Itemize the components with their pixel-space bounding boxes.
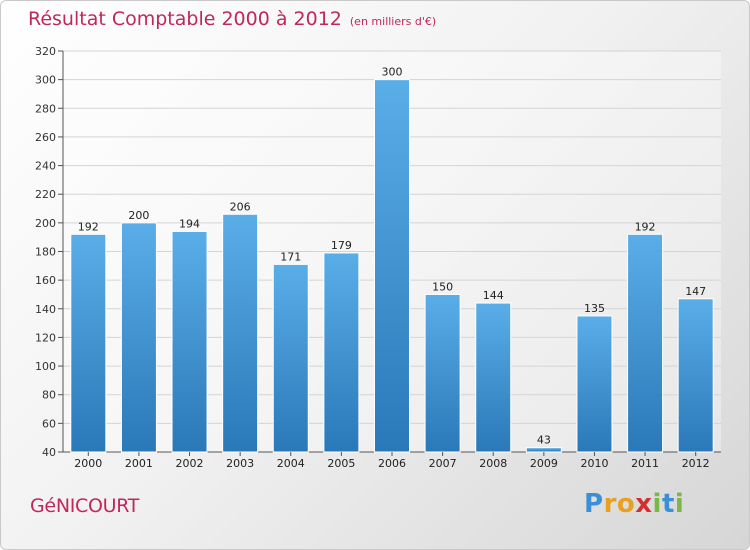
data-label-2009: 43: [537, 434, 551, 447]
y-tick-label: 60: [42, 417, 56, 430]
data-label-2007: 150: [432, 280, 453, 293]
y-tick-label: 320: [35, 45, 56, 58]
bar-2007: [424, 293, 461, 453]
data-label-2011: 192: [635, 220, 656, 233]
y-tick-label: 120: [35, 331, 56, 344]
bar-2004: [272, 263, 309, 453]
logo-letter: i: [674, 489, 685, 519]
data-label-2005: 179: [331, 239, 352, 252]
x-tick-label-2009: 2009: [530, 457, 558, 470]
x-tick-label-2001: 2001: [125, 457, 153, 470]
data-label-2000: 192: [78, 220, 99, 233]
logo-letter: r: [603, 489, 617, 519]
bar-2010: [576, 315, 613, 453]
bar-2006: [374, 79, 410, 453]
place-name: GéNICOURT: [30, 495, 140, 517]
y-tick-label: 100: [35, 360, 56, 373]
x-tick-label-2006: 2006: [378, 457, 406, 470]
y-tick-label: 200: [35, 217, 56, 230]
data-label-2008: 144: [483, 289, 504, 302]
logo-letter: i: [652, 489, 662, 519]
data-label-2006: 300: [382, 66, 403, 79]
y-tick-label: 300: [35, 74, 56, 87]
data-label-2001: 200: [128, 209, 149, 222]
y-tick-label: 160: [35, 274, 56, 287]
data-label-2012: 147: [685, 285, 706, 298]
y-tick-label: 40: [42, 446, 56, 459]
logo-letter: t: [661, 489, 675, 519]
y-tick-label: 180: [35, 246, 56, 259]
bar-2012: [677, 298, 714, 453]
y-tick-label: 80: [42, 389, 56, 402]
chart-title-text: Résultat Comptable 2000 à 2012: [28, 8, 342, 30]
data-label-2004: 171: [280, 250, 301, 263]
bar-2005: [323, 252, 360, 453]
data-label-2002: 194: [179, 217, 200, 230]
x-tick-label-2008: 2008: [479, 457, 507, 470]
bar-2008: [475, 302, 512, 453]
chart-title: Résultat Comptable 2000 à 2012 (en millie…: [28, 8, 436, 30]
logo-letter: P: [584, 489, 604, 519]
x-tick-label-2002: 2002: [176, 457, 204, 470]
bar-2003: [222, 213, 259, 453]
x-tick-label-2000: 2000: [74, 457, 102, 470]
logo-letter: x: [635, 489, 653, 519]
bar-2000: [70, 233, 107, 453]
y-tick-label: 240: [35, 160, 56, 173]
data-label-2003: 206: [230, 200, 251, 213]
y-tick-label: 140: [35, 303, 56, 316]
y-tick-label: 260: [35, 131, 56, 144]
x-tick-label-2011: 2011: [631, 457, 659, 470]
x-tick-label-2004: 2004: [277, 457, 305, 470]
proxiti-logo: Proxiti: [584, 489, 684, 519]
x-tick-label-2010: 2010: [580, 457, 608, 470]
bar-2001: [120, 222, 157, 453]
x-tick-label-2007: 2007: [429, 457, 457, 470]
x-tick-label-2005: 2005: [327, 457, 355, 470]
logo-letter: o: [616, 489, 636, 519]
bar-2011: [627, 233, 664, 453]
x-tick-label-2012: 2012: [682, 457, 710, 470]
bar-2009: [525, 447, 562, 453]
x-tick-label-2003: 2003: [226, 457, 254, 470]
data-label-2010: 135: [584, 302, 605, 315]
y-tick-label: 220: [35, 188, 56, 201]
bar-2002: [171, 230, 208, 453]
y-tick-label: 280: [35, 102, 56, 115]
chart-subtitle: (en milliers d'€): [349, 15, 437, 28]
